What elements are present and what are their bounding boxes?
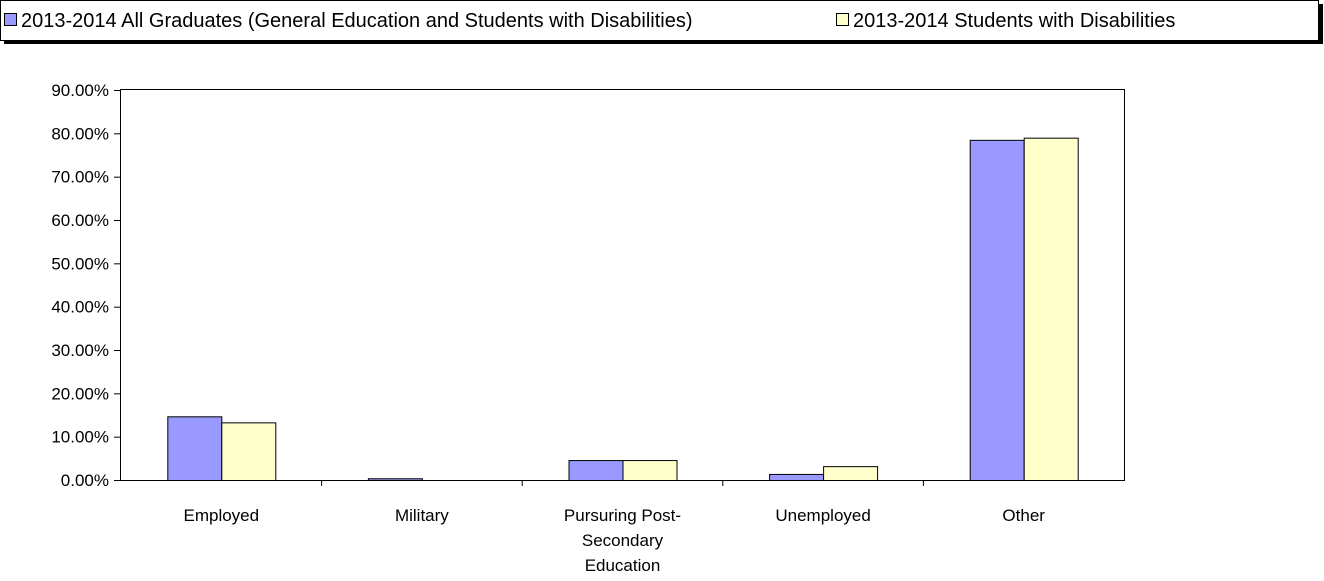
y-tick-label: 20.00% <box>51 384 109 403</box>
legend: 2013-2014 All Graduates (General Educati… <box>0 0 1323 44</box>
legend-swatch-all-graduates <box>4 13 17 26</box>
y-tick-label: 30.00% <box>51 341 109 360</box>
y-tick-label: 60.00% <box>51 211 109 230</box>
bar-series-0-category-2 <box>568 460 624 482</box>
y-tick-label: 80.00% <box>51 124 109 143</box>
y-tick-label: 10.00% <box>51 428 109 447</box>
bar-series-1-category-2 <box>622 460 678 482</box>
y-tick-label: 0.00% <box>61 471 109 490</box>
x-axis-labels: Employed Military Pursuring Post- Secondary… <box>183 506 1045 575</box>
bar-series-1-category-3 <box>823 466 879 481</box>
legend-swatch-disabilities <box>836 13 849 26</box>
y-tick-label: 90.00% <box>51 81 109 100</box>
bar-series-0-category-4 <box>969 139 1025 481</box>
legend-label-all-graduates: 2013-2014 All Graduates (General Educati… <box>21 10 693 32</box>
bar-series-1-category-0 <box>221 422 277 482</box>
bars <box>167 137 1079 482</box>
legend-box <box>0 0 1319 41</box>
y-tick-label: 70.00% <box>51 168 109 187</box>
x-category-label: Secondary <box>582 531 664 550</box>
x-category-label: Military <box>395 506 449 525</box>
bar-series-0-category-0 <box>167 416 223 481</box>
x-category-label: Pursuring Post- <box>564 506 681 525</box>
x-category-label: Employed <box>183 506 259 525</box>
plot-frame <box>120 89 1125 481</box>
bar-series-0-category-3 <box>769 473 825 481</box>
x-category-label: Education <box>585 556 661 575</box>
y-tick-label: 50.00% <box>51 254 109 273</box>
y-axis-ticks: 0.00% 10.00% 20.00% 30.00% 40.00% 50.00% 60.00… <box>51 81 924 490</box>
x-category-label: Unemployed <box>775 506 870 525</box>
y-tick-label: 40.00% <box>51 298 109 317</box>
bar-series-0-category-1 <box>367 478 423 481</box>
plot-area: 0.00% 10.00% 20.00% 30.00% 40.00% 50.00% 60.00… <box>51 81 1125 575</box>
bar-series-1-category-4 <box>1023 137 1079 482</box>
legend-label-disabilities: 2013-2014 Students with Disabilities <box>853 10 1175 32</box>
x-category-label: Other <box>1002 506 1045 525</box>
